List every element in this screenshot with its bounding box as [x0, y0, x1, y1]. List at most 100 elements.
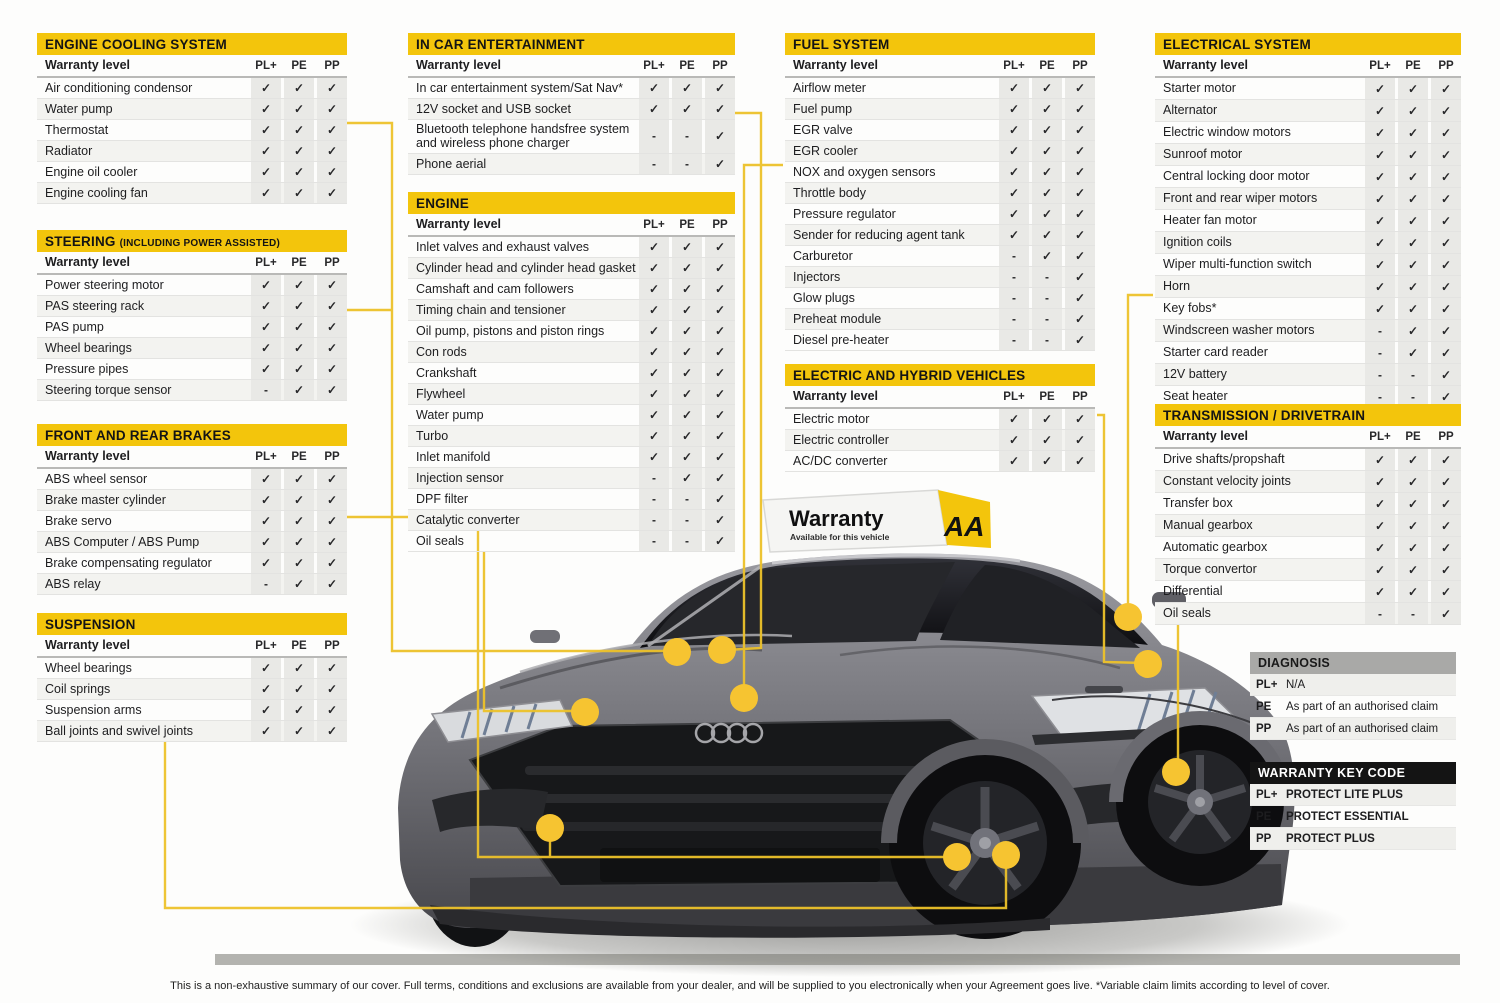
tick-cell: ✓	[639, 447, 669, 467]
tick-cell: ✓	[639, 78, 669, 98]
table-suspension: SUSPENSION Warranty level PL+ PE PP Wheel b…	[37, 613, 347, 742]
row-label: Water pump	[45, 101, 113, 116]
callout-line	[163, 741, 1008, 910]
tick-cell: ✓	[705, 489, 735, 509]
row-label: PAS steering rack	[45, 298, 145, 313]
row-label: Central locking door motor	[1163, 169, 1310, 184]
tick-cell: ✓	[999, 451, 1029, 471]
tick-cell: ✓	[1398, 471, 1428, 492]
table-title-text: IN CAR ENTERTAINMENT	[416, 37, 585, 52]
footer-disclaimer: This is a non-exhaustive summary of our …	[170, 980, 1330, 992]
table-title-text: TRANSMISSION / DRIVETRAIN	[1163, 408, 1366, 423]
row-label: Airflow meter	[793, 80, 866, 95]
table-row: Brake servo ✓ ✓ ✓	[37, 511, 347, 532]
tick-cell: ✓	[705, 405, 735, 425]
tick-cell: ✓	[705, 384, 735, 404]
table-in-car-entertainment: IN CAR ENTERTAINMENT Warranty level PL+ PE…	[408, 33, 735, 175]
tick-cell: ✓	[317, 553, 347, 573]
table-row: 12V socket and USB socket ✓ ✓ ✓	[408, 99, 735, 120]
tick-cell: ✓	[1398, 298, 1428, 319]
tick-cell: ✓	[1065, 451, 1095, 471]
tick-cell: ✓	[705, 99, 735, 119]
table-row: 12V battery - - ✓	[1155, 364, 1461, 386]
callout-dots	[536, 603, 1190, 871]
table-row: Injection sensor - ✓ ✓	[408, 468, 735, 489]
col-pp: PP	[1072, 390, 1088, 403]
table-title: ELECTRICAL SYSTEM	[1155, 33, 1461, 55]
row-label: Diesel pre-heater	[793, 332, 889, 347]
row-label: Constant velocity joints	[1163, 474, 1291, 489]
table-row: AC/DC converter ✓ ✓ ✓	[785, 451, 1095, 472]
tick-cell: ✓	[251, 120, 281, 140]
table-steering: STEERING (INCLUDING POWER ASSISTED) Warra…	[37, 230, 347, 401]
table-header-row: Warranty level PL+ PE PP	[785, 386, 1095, 409]
legend-row: PL+ N/A	[1250, 674, 1456, 696]
row-label: Alternator	[1163, 103, 1218, 118]
col-pe: PE	[291, 450, 307, 463]
table-title: IN CAR ENTERTAINMENT	[408, 33, 735, 55]
tick-cell: ✓	[1032, 204, 1062, 224]
tick-cell: ✓	[639, 99, 669, 119]
row-label: Throttle body	[793, 185, 866, 200]
tick-cell: ✓	[705, 300, 735, 320]
tick-cell: ✓	[1398, 100, 1428, 121]
tick-cell: ✓	[284, 162, 314, 182]
tick-cell: ✓	[999, 183, 1029, 203]
legend-value: N/A	[1286, 678, 1306, 691]
dash-cell: -	[1365, 386, 1395, 407]
dash-cell: -	[639, 489, 669, 509]
table-header-row: Warranty level PL+ PE PP	[37, 252, 347, 275]
legend-key: PE	[1256, 810, 1272, 823]
tick-cell: ✓	[251, 532, 281, 552]
tick-cell: ✓	[317, 658, 347, 678]
table-rows: Power steering motor ✓ ✓ ✓ PAS steering rack…	[37, 275, 347, 401]
table-row: Engine oil cooler ✓ ✓ ✓	[37, 162, 347, 183]
dash-cell: -	[1032, 288, 1062, 308]
tick-cell: ✓	[672, 300, 702, 320]
tick-cell: ✓	[284, 658, 314, 678]
row-label: AC/DC converter	[793, 453, 888, 468]
tick-cell: ✓	[317, 700, 347, 720]
tick-cell: ✓	[284, 78, 314, 98]
table-row: Electric controller ✓ ✓ ✓	[785, 430, 1095, 451]
tick-cell: ✓	[1431, 515, 1461, 536]
tick-cell: ✓	[251, 338, 281, 358]
dash-cell: -	[1398, 364, 1428, 385]
col-pl-plus: PL+	[255, 59, 277, 72]
table-title-suffix: (INCLUDING POWER ASSISTED)	[119, 238, 281, 249]
table-rows: Drive shafts/propshaft ✓ ✓ ✓ Constant veloci…	[1155, 449, 1461, 625]
tick-cell: ✓	[672, 279, 702, 299]
tick-cell: ✓	[1032, 409, 1062, 429]
dash-cell: -	[251, 380, 281, 400]
row-label: EGR valve	[793, 122, 853, 137]
legend-value: PROTECT PLUS	[1286, 832, 1375, 845]
legend-key: PL+	[1256, 788, 1278, 801]
tick-cell: ✓	[251, 162, 281, 182]
table-header-row: Warranty level PL+ PE PP	[408, 55, 735, 78]
callout-dot	[571, 698, 599, 726]
col-pp: PP	[324, 639, 340, 652]
row-label: Differential	[1163, 584, 1223, 599]
table-row: Central locking door motor ✓ ✓ ✓	[1155, 166, 1461, 188]
row-label: Suspension arms	[45, 702, 142, 717]
col-pe: PE	[1039, 390, 1055, 403]
row-label: Power steering motor	[45, 277, 164, 292]
tick-cell: ✓	[1398, 144, 1428, 165]
tick-cell: ✓	[284, 490, 314, 510]
tick-cell: ✓	[1431, 100, 1461, 121]
dash-cell: -	[1365, 320, 1395, 341]
table-row: ABS Computer / ABS Pump ✓ ✓ ✓	[37, 532, 347, 553]
diagnosis-title: DIAGNOSIS	[1250, 652, 1456, 674]
col-pl-plus: PL+	[643, 218, 665, 231]
row-label: Brake master cylinder	[45, 492, 166, 507]
col-pe: PE	[1039, 59, 1055, 72]
tick-cell: ✓	[639, 426, 669, 446]
row-label: Sender for reducing agent tank	[793, 227, 965, 242]
tick-cell: ✓	[672, 321, 702, 341]
tick-cell: ✓	[1065, 330, 1095, 350]
table-row: Drive shafts/propshaft ✓ ✓ ✓	[1155, 449, 1461, 471]
tick-cell: ✓	[1398, 449, 1428, 470]
col-pp: PP	[324, 59, 340, 72]
table-row: Fuel pump ✓ ✓ ✓	[785, 99, 1095, 120]
col-pl-plus: PL+	[1003, 59, 1025, 72]
